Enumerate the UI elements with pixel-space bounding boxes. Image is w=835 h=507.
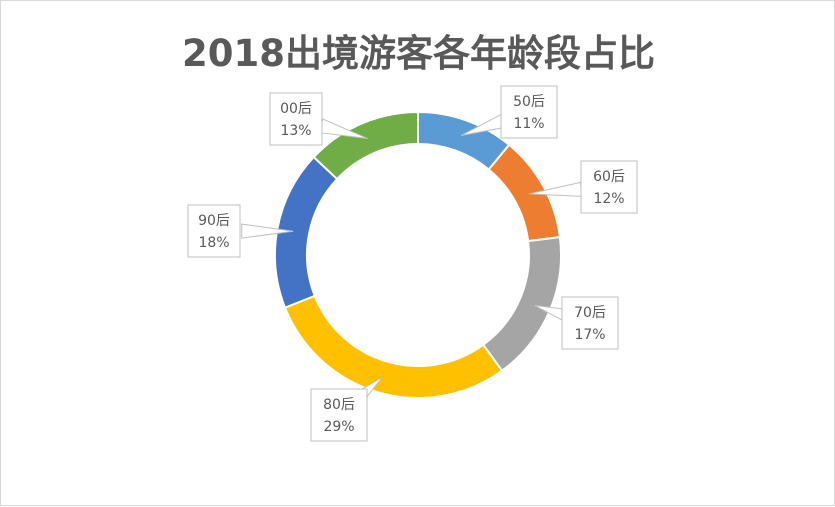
- category-label: 90后: [198, 213, 230, 229]
- callout-box: [500, 85, 558, 139]
- value-label: 29%: [323, 419, 354, 435]
- value-label: 11%: [513, 116, 544, 132]
- category-label: 80后: [323, 397, 355, 413]
- chart-title: 2018出境游客各年龄段占比: [182, 32, 655, 75]
- slice-70后: [481, 235, 562, 373]
- category-label: 60后: [593, 169, 625, 185]
- category-label: 70后: [574, 305, 606, 321]
- value-label: 17%: [574, 327, 605, 343]
- value-label: 12%: [593, 191, 624, 207]
- callout-box: [561, 296, 619, 350]
- callout-box: [310, 388, 368, 442]
- value-label: 18%: [198, 235, 229, 251]
- category-label: 50后: [513, 94, 545, 110]
- callout-box: [187, 204, 241, 258]
- callout-pointer: [241, 223, 294, 239]
- callout-box: [580, 160, 638, 214]
- value-label: 13%: [280, 123, 311, 139]
- callout-box: [269, 92, 323, 146]
- slice-80后: [283, 294, 504, 399]
- category-label: 00后: [280, 101, 312, 117]
